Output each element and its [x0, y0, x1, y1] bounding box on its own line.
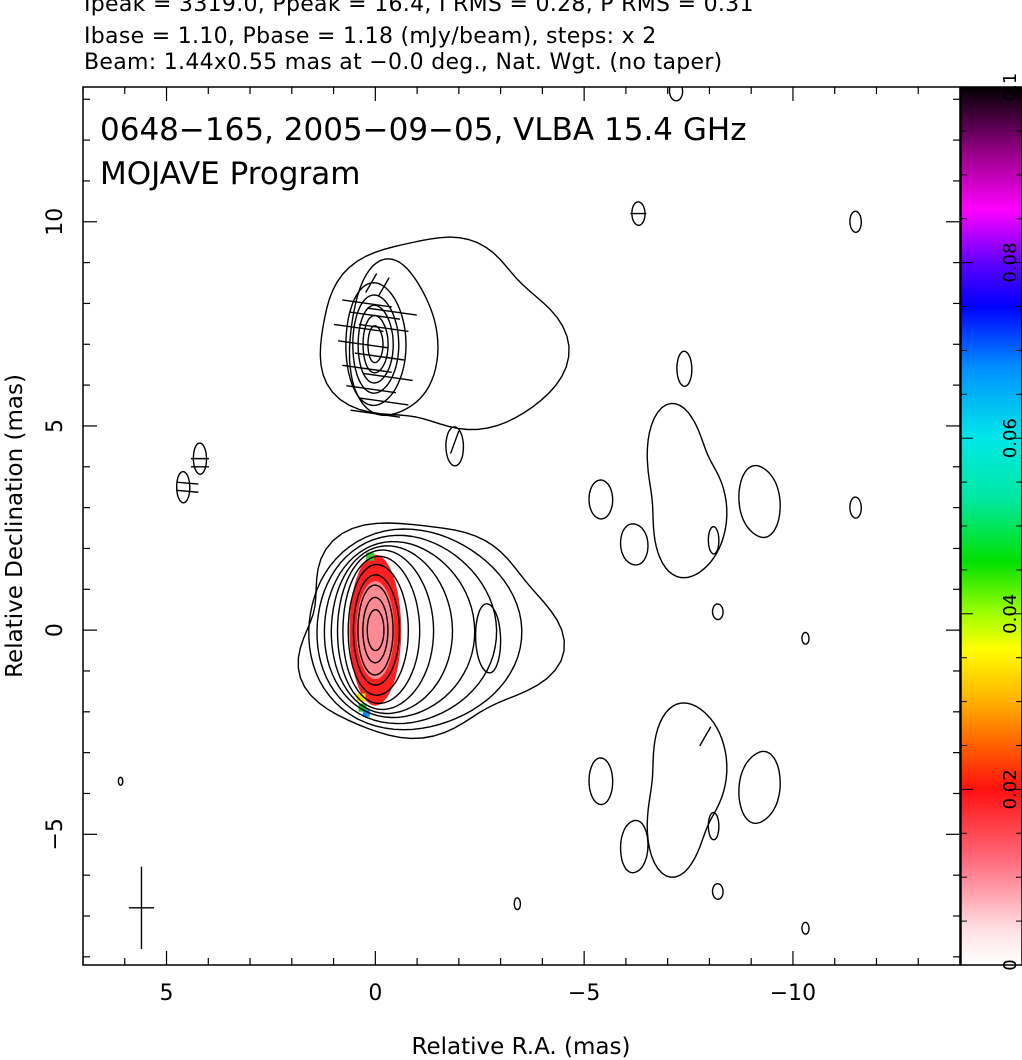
polarization-vector: [354, 352, 405, 361]
polarization-vector: [358, 323, 409, 333]
x-tick-label: −10: [770, 981, 816, 1006]
header-line-1: Ipeak = 3319.0, Ppeak = 16.4, I RMS = 0.…: [84, 0, 754, 17]
x-tick-label: −5: [568, 981, 600, 1006]
colorbar-tick-labels: 0 0.02 0.04 0.06 0.08 0.1: [1000, 73, 1021, 971]
y-axis-label: Relative Declination (mas): [2, 374, 28, 678]
header-line-2: Ibase = 1.10, Pbase = 1.18 (mJy/beam), s…: [84, 24, 657, 49]
pol-flux-region: [356, 581, 395, 680]
jet-contour: [707, 526, 720, 555]
polarization-vector: [377, 277, 390, 297]
jet-contour: [646, 402, 728, 579]
panel-subtitle: MOJAVE Program: [100, 156, 360, 192]
colorbar-tick-label: 0: [1000, 959, 1021, 970]
colorbar-tick-label: 0.06: [1000, 418, 1021, 458]
y-tick-label: 10: [43, 208, 68, 236]
colorbar: [960, 86, 1022, 966]
x-tick-label: 0: [368, 981, 382, 1006]
core-contour: [316, 534, 498, 725]
y-tick-label: 0: [43, 623, 68, 637]
core-contour: [352, 574, 401, 686]
isolated-contour: [668, 87, 684, 102]
jet-contour: [588, 757, 614, 806]
polarization-vector: [358, 397, 409, 406]
colorbar-tick-label: 0.04: [1000, 594, 1021, 634]
north-contour: [352, 294, 400, 394]
jet-contour: [619, 523, 649, 566]
polarization-vector: [342, 299, 392, 308]
jet-contour: [738, 464, 781, 539]
core-contour: [297, 522, 565, 740]
y-tick-label: −5: [43, 818, 68, 850]
isolated-contour: [676, 350, 693, 387]
x-axis-label: Relative R.A. (mas): [412, 1034, 631, 1060]
pol-flux-pixel: [362, 709, 370, 717]
jet-contour: [646, 702, 728, 878]
plot-frame: [82, 86, 961, 966]
core-contour: [474, 603, 502, 674]
core-contour: [330, 545, 454, 715]
core-contour: [342, 555, 421, 704]
isolated-contour: [801, 631, 810, 645]
beam-marker: [128, 866, 155, 949]
core-contour: [336, 549, 435, 711]
pol-flux-pixel: [366, 552, 375, 561]
header-line-3: Beam: 1.44x0.55 mas at −0.0 deg., Nat. W…: [84, 50, 723, 75]
polarization-vector: [342, 364, 392, 373]
polarization-vector: [367, 307, 417, 316]
panel-title: 0648−165, 2005−09−05, VLBA 15.4 GHz: [100, 112, 746, 148]
y-tick-label: 5: [43, 419, 68, 433]
core-contour: [357, 584, 394, 676]
pol-flux-pixel: [356, 693, 366, 702]
total-intensity-contours: [117, 87, 862, 935]
polarization-vector: [350, 409, 401, 418]
isolated-contour: [849, 496, 862, 519]
core-contour: [323, 540, 476, 719]
core-contour: [308, 528, 523, 731]
core-contour: [347, 563, 409, 696]
isolated-contour: [849, 210, 862, 233]
polarization-vector: [449, 430, 460, 454]
polarization-vectors: [176, 212, 712, 747]
colorbar-tick-label: 0.1: [1000, 73, 1021, 102]
axis-ticks: [82, 87, 961, 965]
colorbar-ticks: [961, 86, 1022, 966]
jet-contour: [738, 750, 781, 824]
x-tick-label: 5: [160, 981, 174, 1006]
polarization-vector: [346, 385, 397, 394]
isolated-contour: [176, 471, 191, 504]
colorbar-tick-label: 0.08: [1000, 243, 1021, 283]
polarization-vector: [176, 489, 199, 493]
polarized-flux-map: [349, 552, 402, 717]
isolated-contour: [445, 426, 465, 467]
polarization-vector: [333, 323, 384, 333]
polarization-vector: [337, 340, 388, 349]
north-contour: [319, 236, 570, 431]
pol-flux-pixel: [358, 703, 367, 712]
isolated-contour: [711, 603, 724, 621]
isolated-contour: [117, 776, 124, 786]
isolated-contour: [801, 921, 810, 935]
polarization-vector: [699, 726, 712, 747]
north-contour: [348, 258, 439, 417]
jet-contour: [619, 819, 649, 874]
polarization-vector: [350, 311, 401, 320]
x-tick-labels: 5 0 −5 −10: [160, 981, 817, 1006]
isolated-contour: [513, 897, 522, 911]
jet-contour: [588, 479, 614, 520]
jet-contour: [707, 811, 720, 841]
core-contour: [366, 609, 385, 652]
polarization-vector: [365, 273, 378, 293]
polarization-vector: [363, 372, 413, 382]
isolated-contour: [711, 883, 724, 900]
y-tick-labels: −5 0 5 10: [43, 208, 68, 851]
polarization-vector: [176, 481, 199, 485]
core-contour: [362, 596, 389, 664]
north-contour: [345, 282, 407, 407]
colorbar-tick-label: 0.02: [1000, 769, 1021, 809]
